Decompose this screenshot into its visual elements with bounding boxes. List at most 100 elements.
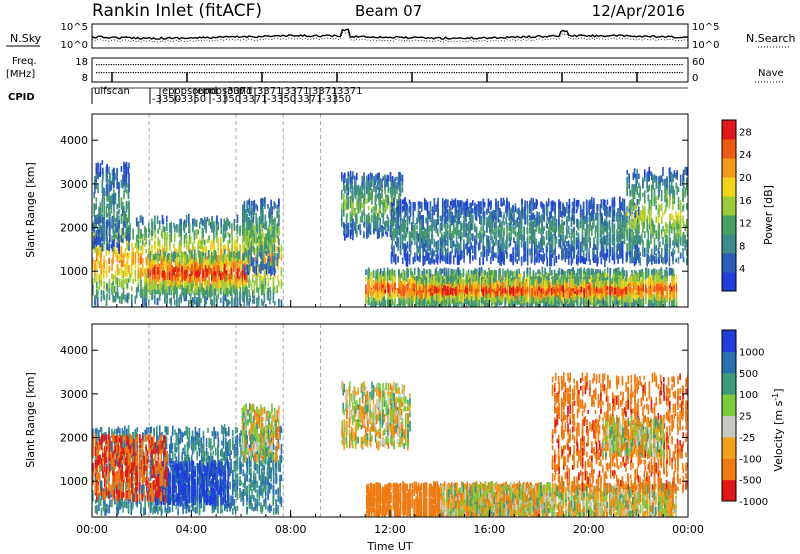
nave-dot (407, 72, 409, 74)
power-cell (188, 280, 190, 287)
power-cell (111, 235, 113, 242)
power-cell (216, 264, 219, 275)
power-cell (246, 228, 248, 234)
power-cell (370, 291, 373, 297)
freq-dot (350, 64, 352, 66)
power-cell (413, 278, 416, 285)
freq-dot (348, 64, 350, 66)
power-cell (166, 225, 168, 231)
power-cell (371, 188, 373, 198)
power-cell (402, 280, 404, 287)
power-cell (214, 264, 217, 272)
power-cell (238, 254, 241, 260)
power-cell (129, 273, 131, 282)
power-cell (103, 259, 105, 268)
power-cell (134, 255, 137, 264)
power-cell (406, 283, 408, 292)
power-cell (198, 244, 201, 249)
power-cell (144, 297, 146, 306)
power-cell (194, 249, 196, 260)
power-cell (192, 257, 194, 267)
power-cell (392, 187, 395, 196)
power-cell (157, 284, 159, 290)
power-cell (217, 293, 219, 300)
freq-dot (123, 64, 125, 66)
freq-dot (250, 64, 252, 66)
power-cell (376, 230, 379, 235)
power-cell (276, 259, 278, 265)
power-cell (246, 253, 248, 264)
freq-dot (512, 64, 514, 66)
power-cell (404, 279, 406, 288)
power-cell (407, 268, 409, 278)
power-cell (239, 298, 241, 306)
power-cell (137, 222, 140, 231)
nave-dot (544, 72, 546, 74)
power-cell (410, 268, 412, 278)
power-cell (186, 285, 189, 294)
power-cell (188, 283, 191, 294)
date-label: 12/Apr/2016 (592, 2, 685, 20)
power-cell (185, 269, 188, 279)
power-cell (149, 251, 152, 262)
power-cell (274, 285, 276, 294)
nave-dot (666, 72, 669, 74)
power-cell (231, 232, 233, 238)
power-cell (225, 282, 228, 289)
nave-dot (534, 72, 536, 74)
power-cell (201, 288, 204, 296)
cpid-text: 3371 (284, 86, 309, 97)
power-cell (357, 197, 360, 206)
power-cell (365, 288, 367, 295)
power-cell (209, 289, 211, 294)
power-cell (486, 271, 489, 279)
freq-dot (671, 64, 673, 66)
power-cell (271, 236, 274, 246)
power-cell (278, 238, 280, 246)
power-cell (118, 296, 121, 304)
power-cell (236, 224, 239, 231)
power-cell (376, 172, 379, 180)
power-cell (174, 252, 177, 259)
power-cell (198, 262, 200, 268)
noise-right-tick-top: 10^5 (692, 22, 719, 33)
power-cell (269, 290, 272, 296)
power-cell (189, 236, 192, 245)
power-cell (382, 298, 384, 307)
power-cell (92, 257, 94, 264)
power-cell (259, 277, 261, 283)
power-cell (214, 288, 217, 296)
nave-dot (615, 72, 617, 74)
power-cell (126, 231, 129, 236)
nave-dot (365, 72, 367, 74)
freq-dot (363, 64, 365, 66)
power-cell (193, 290, 195, 295)
nave-dot (164, 72, 166, 74)
power-cell (96, 247, 99, 256)
power-cell (269, 247, 272, 254)
power-cell (225, 270, 228, 276)
power-cell (131, 264, 133, 269)
power-cell (399, 297, 401, 304)
power-cell (114, 217, 117, 223)
freq-dot (578, 64, 580, 66)
power-cell (213, 253, 216, 260)
power-cell (394, 289, 396, 299)
nave-dot (480, 72, 482, 74)
freq-dot (515, 64, 517, 66)
power-cell (202, 256, 205, 263)
nave-dot (208, 72, 210, 74)
power-cell (159, 255, 162, 262)
power-cell (459, 270, 461, 278)
power-cell (248, 279, 250, 288)
nave-dot (463, 72, 465, 74)
power-cell (204, 246, 206, 252)
power-cell (483, 292, 486, 302)
freq-dot (448, 64, 450, 66)
freq-dot (169, 64, 171, 66)
power-cell (171, 270, 173, 277)
freq-dot (208, 64, 210, 66)
power-cell (367, 212, 370, 222)
power-cell (269, 287, 271, 293)
power-cell (155, 271, 157, 279)
